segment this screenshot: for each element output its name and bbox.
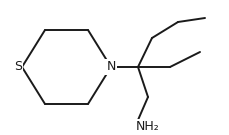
Text: N: N (106, 60, 115, 73)
Text: S: S (14, 60, 22, 73)
Text: NH₂: NH₂ (136, 121, 159, 134)
